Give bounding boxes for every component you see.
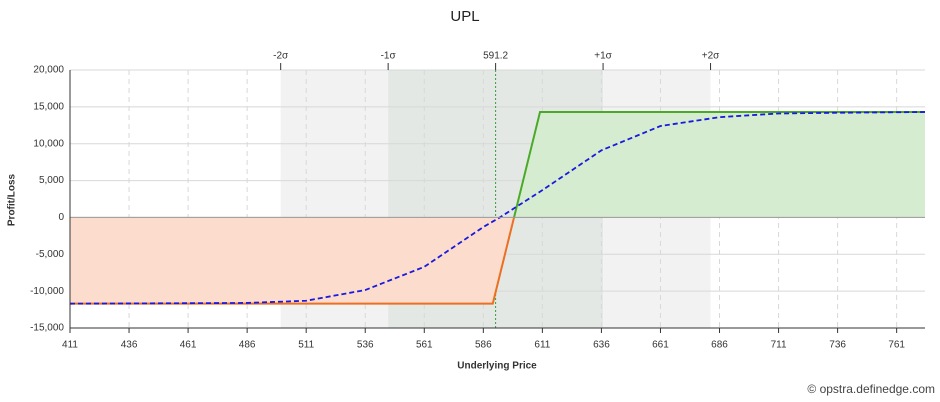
profit-area <box>514 112 925 218</box>
y-tick-label: -15,000 <box>30 323 64 334</box>
x-tick-label: 611 <box>534 340 550 351</box>
x-tick-label: 536 <box>357 340 374 351</box>
x-tick-label: 436 <box>121 340 138 351</box>
y-tick-label: 10,000 <box>33 138 64 149</box>
x-tick-label: 411 <box>62 340 78 351</box>
y-tick-label: 20,000 <box>33 65 64 76</box>
y-tick-label: -10,000 <box>30 286 64 297</box>
x-tick-label: 636 <box>593 340 610 351</box>
chart-title: UPL <box>450 8 479 25</box>
x-tick-label: 761 <box>888 340 905 351</box>
loss-area <box>70 217 925 304</box>
watermark: © opstra.definedge.com <box>807 382 935 396</box>
top-tick-label: +1σ <box>594 51 612 62</box>
x-tick-label: 711 <box>771 340 787 351</box>
x-tick-label: 486 <box>239 340 256 351</box>
payoff-line <box>513 111 925 218</box>
y-tick-label: 0 <box>58 212 64 223</box>
target-line <box>69 111 926 305</box>
top-tick-label: 591.2 <box>483 51 508 62</box>
x-tick-label: 661 <box>652 340 669 351</box>
x-axis-label: Underlying Price <box>457 361 537 372</box>
x-tick-label: 461 <box>180 340 197 351</box>
x-tick-label: 511 <box>298 340 314 351</box>
top-tick-label: -1σ <box>381 51 397 62</box>
x-tick-label: 561 <box>416 340 433 351</box>
x-tick-label: 686 <box>711 340 728 351</box>
top-tick-label: +2σ <box>702 51 720 62</box>
y-tick-label: -5,000 <box>36 249 65 260</box>
top-tick-label: -2σ <box>273 51 289 62</box>
y-axis-label: Profit/Loss <box>7 173 18 226</box>
x-tick-label: 586 <box>475 340 492 351</box>
x-tick-label: 736 <box>829 340 846 351</box>
y-tick-label: 5,000 <box>39 175 64 186</box>
y-tick-label: 15,000 <box>33 101 64 112</box>
